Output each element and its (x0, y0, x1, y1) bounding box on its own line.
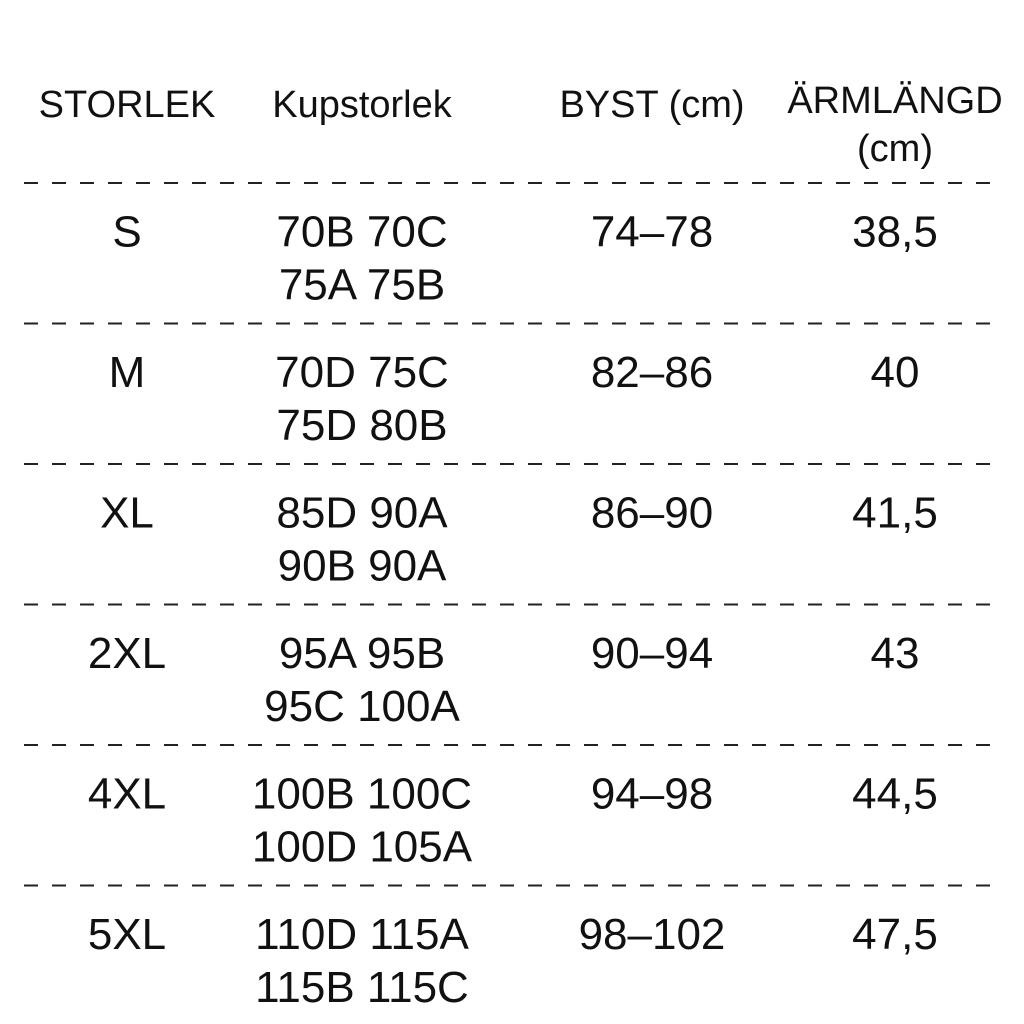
cup-size: 100B 100C (252, 770, 472, 819)
cup-size: 115B 115C (255, 963, 469, 1012)
cell: S (112, 208, 141, 257)
cell: 38,5 (852, 208, 938, 257)
cup-size: 110D 115A (255, 910, 469, 959)
cup-size: 100D 105A (252, 823, 473, 872)
cell: 44,5 (852, 770, 938, 819)
cell: 90–94 (591, 629, 713, 678)
header-cell: STORLEK (39, 84, 216, 126)
cell: 2XL (88, 629, 166, 678)
cup-size: 95C 100A (264, 682, 460, 731)
header-cell: (cm) (857, 128, 933, 170)
header-cell: ÄRMLÄNGD (787, 80, 1002, 122)
cup-size: 75D 80B (276, 401, 447, 450)
cell: 47,5 (852, 910, 938, 959)
cup-size: 85D 90A (276, 489, 448, 538)
header-cell: Kupstorlek (272, 84, 453, 126)
cell: 98–102 (579, 910, 726, 959)
cell: 4XL (88, 770, 166, 819)
cell: XL (100, 489, 154, 538)
cell: 5XL (88, 910, 166, 959)
cup-size: 90B 90A (278, 542, 447, 591)
cell: 86–90 (591, 489, 713, 538)
cell: 94–98 (591, 770, 713, 819)
cell: 43 (871, 629, 920, 678)
cell: 41,5 (852, 489, 938, 538)
cell: 40 (871, 348, 920, 397)
cup-size: 70B 70C (276, 208, 447, 257)
cell: 74–78 (591, 208, 713, 257)
header-cell: BYST (cm) (559, 84, 744, 126)
cell: M (109, 348, 146, 397)
cell: 82–86 (591, 348, 713, 397)
cup-size: 70D 75C (275, 348, 449, 397)
cup-size: 75A 75B (279, 261, 445, 310)
cup-size: 95A 95B (279, 629, 445, 678)
